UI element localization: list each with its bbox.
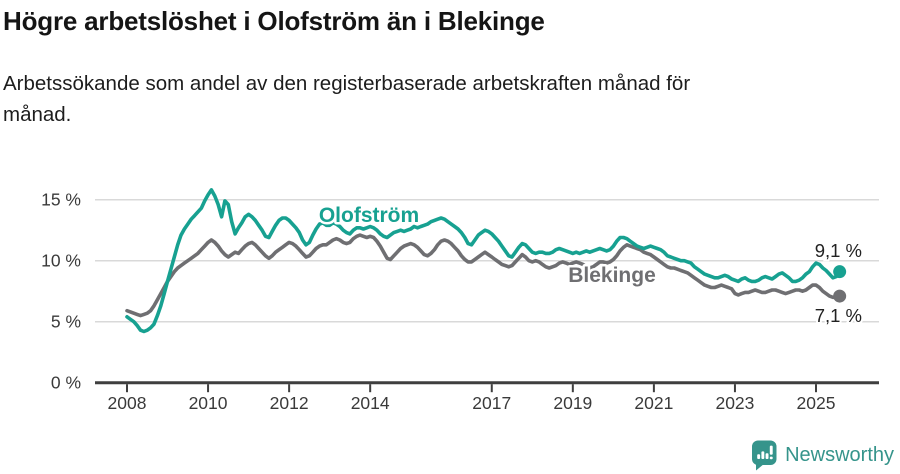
end-value-label-olofstrom: 9,1 % [815, 240, 862, 261]
subtitle-line-1: Arbetssökande som andel av den registerb… [3, 72, 691, 95]
y-tick-label: 5 % [51, 312, 81, 332]
x-tick-label: 2023 [715, 393, 754, 413]
newsworthy-logo-text: Newsworthy [785, 444, 894, 466]
series-label-blekinge: Blekinge [568, 264, 656, 287]
x-tick-label: 2019 [553, 393, 592, 413]
x-tick-label: 2008 [108, 393, 147, 413]
bar-chart-speech-bubble-icon [752, 440, 777, 471]
subtitle-line-2: månad. [3, 103, 72, 126]
series-end-dot-blekinge [833, 289, 847, 303]
x-tick-label: 2021 [634, 393, 673, 413]
x-tick-label: 2012 [270, 393, 309, 413]
y-tick-label: 10 % [41, 251, 81, 271]
page-title: Högre arbetslöshet i Olofström än i Blek… [3, 6, 545, 36]
end-value-label-blekinge: 7,1 % [815, 305, 862, 326]
newsworthy-logo: Newsworthy [751, 440, 894, 471]
x-tick-label: 2010 [189, 393, 228, 413]
series-line-blekinge [125, 233, 842, 318]
x-tick-label: 2025 [797, 393, 836, 413]
series-line-olofstrom [125, 188, 842, 334]
y-tick-label: 15 % [41, 190, 81, 210]
series-end-dot-olofstrom [833, 265, 847, 279]
series-label-olofstrom: Olofström [319, 204, 419, 227]
x-tick-label: 2017 [472, 393, 511, 413]
x-tick-label: 2014 [351, 393, 390, 413]
chart-canvas: 0 % 5 % 10 % 15 % 2008 2010 2012 2014 2017 2019 20… [41, 188, 879, 413]
page-subtitle: Arbetssökande som andel av den registerb… [3, 68, 690, 130]
unemployment-line-chart: 0 % 5 % 10 % 15 % 2008 2010 2012 2014 2017 2019 20… [0, 160, 900, 432]
y-tick-label: 0 % [51, 373, 81, 393]
